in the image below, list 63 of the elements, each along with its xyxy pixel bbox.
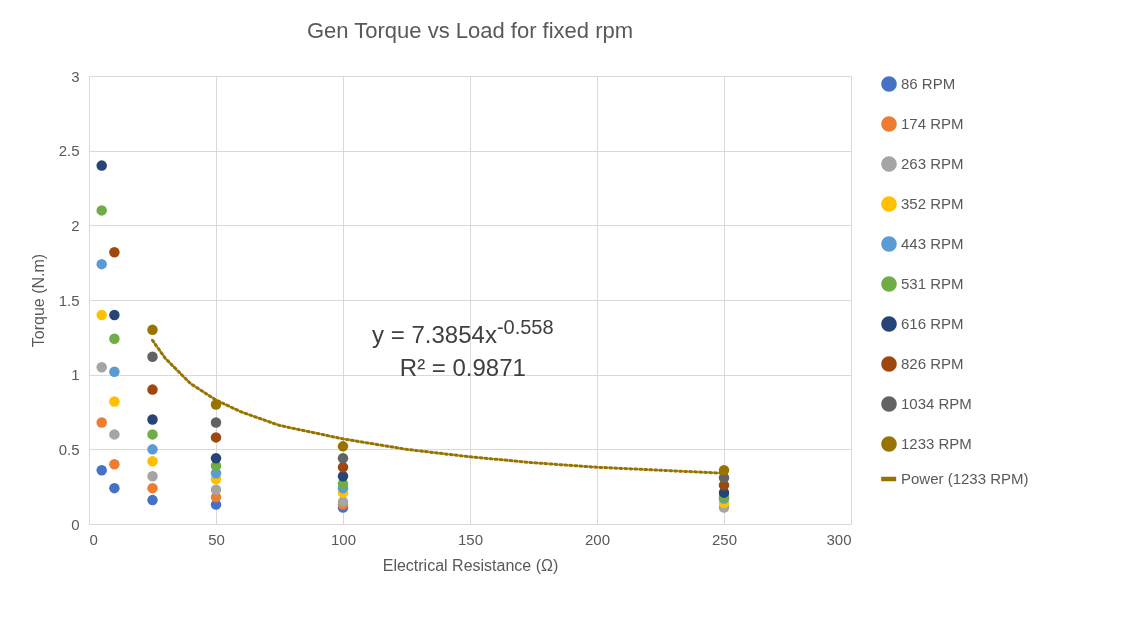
point xyxy=(147,324,158,336)
y-axis-title: Torque (N.m) xyxy=(29,253,47,348)
point xyxy=(109,482,120,494)
point xyxy=(96,417,107,428)
legend-label: 352 RPM xyxy=(901,195,964,212)
point xyxy=(109,309,120,321)
point xyxy=(147,414,158,425)
x-tick-label: 150 xyxy=(457,530,484,548)
x-tick-label: 0 xyxy=(89,530,98,548)
legend-label: 263 RPM xyxy=(901,155,964,172)
point xyxy=(109,429,120,440)
point xyxy=(109,459,120,470)
point xyxy=(147,482,158,494)
point xyxy=(96,361,107,373)
point xyxy=(96,160,107,171)
x-tick-label: 250 xyxy=(711,530,738,548)
point xyxy=(147,494,158,506)
y-tick-label: 0.5 xyxy=(58,440,80,458)
point xyxy=(147,384,158,395)
point xyxy=(147,351,158,362)
legend-label: 1233 RPM xyxy=(901,435,972,452)
annotation: R² = 0.9871 xyxy=(399,353,526,382)
point xyxy=(210,484,222,495)
legend-label: 174 RPM xyxy=(901,115,964,132)
y-tick-label: 2 xyxy=(71,216,80,234)
point xyxy=(96,465,107,476)
legend-label: 826 RPM xyxy=(901,355,964,372)
point xyxy=(147,429,158,440)
y-tick-label: 3 xyxy=(71,67,80,85)
x-axis-title: Electrical Resistance (Ω) xyxy=(382,556,559,574)
chart-title: Gen Torque vs Load for fixed rpm xyxy=(306,18,634,43)
point xyxy=(210,432,222,443)
x-tick-label: 200 xyxy=(584,530,611,548)
point xyxy=(147,470,158,482)
legend-label: 443 RPM xyxy=(901,235,964,252)
point xyxy=(96,205,107,216)
point xyxy=(147,456,158,467)
point xyxy=(337,441,349,452)
y-tick-label: 1.5 xyxy=(58,291,80,309)
point xyxy=(210,417,222,428)
point xyxy=(109,333,120,345)
point xyxy=(96,309,107,321)
x-tick-label: 50 xyxy=(208,530,225,548)
point xyxy=(337,470,349,482)
y-tick-label: 1 xyxy=(71,366,80,384)
point xyxy=(337,462,349,473)
point xyxy=(109,246,120,258)
legend-label: Power (1233 RPM) xyxy=(901,470,1029,487)
y-tick-label: 0 xyxy=(71,515,80,533)
x-tick-label: 300 xyxy=(826,530,852,548)
legend-label: 1034 RPM xyxy=(901,395,972,412)
x-tick-label: 100 xyxy=(330,530,357,548)
legend-label: 86 RPM xyxy=(901,75,956,92)
point xyxy=(210,453,222,464)
legend-label: 616 RPM xyxy=(901,315,964,332)
point xyxy=(109,366,120,377)
annotation: y = 7.3854x$^{-0.558}$ xyxy=(372,315,554,349)
point xyxy=(109,396,120,407)
legend-label: 531 RPM xyxy=(901,275,964,292)
point xyxy=(147,444,158,455)
point xyxy=(337,453,349,464)
point xyxy=(96,258,107,270)
y-tick-label: 2.5 xyxy=(58,142,80,160)
